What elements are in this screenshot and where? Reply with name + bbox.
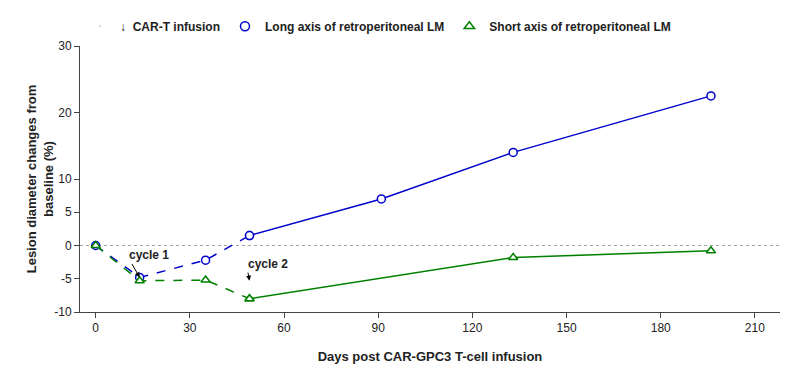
svg-text:20: 20 xyxy=(58,106,72,120)
svg-text:210: 210 xyxy=(745,321,765,335)
svg-text:cycle 1: cycle 1 xyxy=(129,248,169,262)
svg-text:0: 0 xyxy=(65,239,72,253)
svg-text:90: 90 xyxy=(372,321,386,335)
svg-text:Lesion diameter changes fromba: Lesion diameter changes frombaseline (%) xyxy=(24,85,56,274)
svg-text:180: 180 xyxy=(651,321,671,335)
svg-text:0: 0 xyxy=(92,321,99,335)
svg-text:-5: -5 xyxy=(61,272,72,286)
svg-text:-10: -10 xyxy=(54,305,72,319)
svg-text:60: 60 xyxy=(277,321,291,335)
svg-text:Days post CAR-GPC3 T-cell infu: Days post CAR-GPC3 T-cell infusion xyxy=(318,349,543,364)
svg-text:cycle 2: cycle 2 xyxy=(248,257,288,271)
svg-text:Short axis of retroperitoneal: Short axis of retroperitoneal LM xyxy=(489,20,670,34)
svg-text:10: 10 xyxy=(58,172,72,186)
svg-text:Long axis of retroperitoneal L: Long axis of retroperitoneal LM xyxy=(265,20,444,34)
svg-text:5: 5 xyxy=(65,205,72,219)
svg-text:150: 150 xyxy=(557,321,577,335)
svg-text:↓ CAR-T infusion: ↓ CAR-T infusion xyxy=(120,20,220,34)
svg-text:30: 30 xyxy=(58,39,72,53)
svg-text:120: 120 xyxy=(462,321,482,335)
svg-text:30: 30 xyxy=(183,321,197,335)
